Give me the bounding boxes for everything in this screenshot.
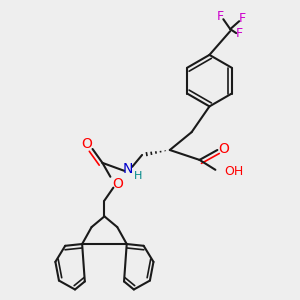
Text: F: F xyxy=(236,27,243,40)
Text: F: F xyxy=(238,12,246,25)
Text: OH: OH xyxy=(224,165,244,178)
Text: O: O xyxy=(81,137,92,151)
Text: N: N xyxy=(123,162,134,176)
Text: H: H xyxy=(134,171,142,181)
Text: O: O xyxy=(112,177,123,191)
Text: F: F xyxy=(217,10,224,23)
Text: O: O xyxy=(218,142,229,156)
